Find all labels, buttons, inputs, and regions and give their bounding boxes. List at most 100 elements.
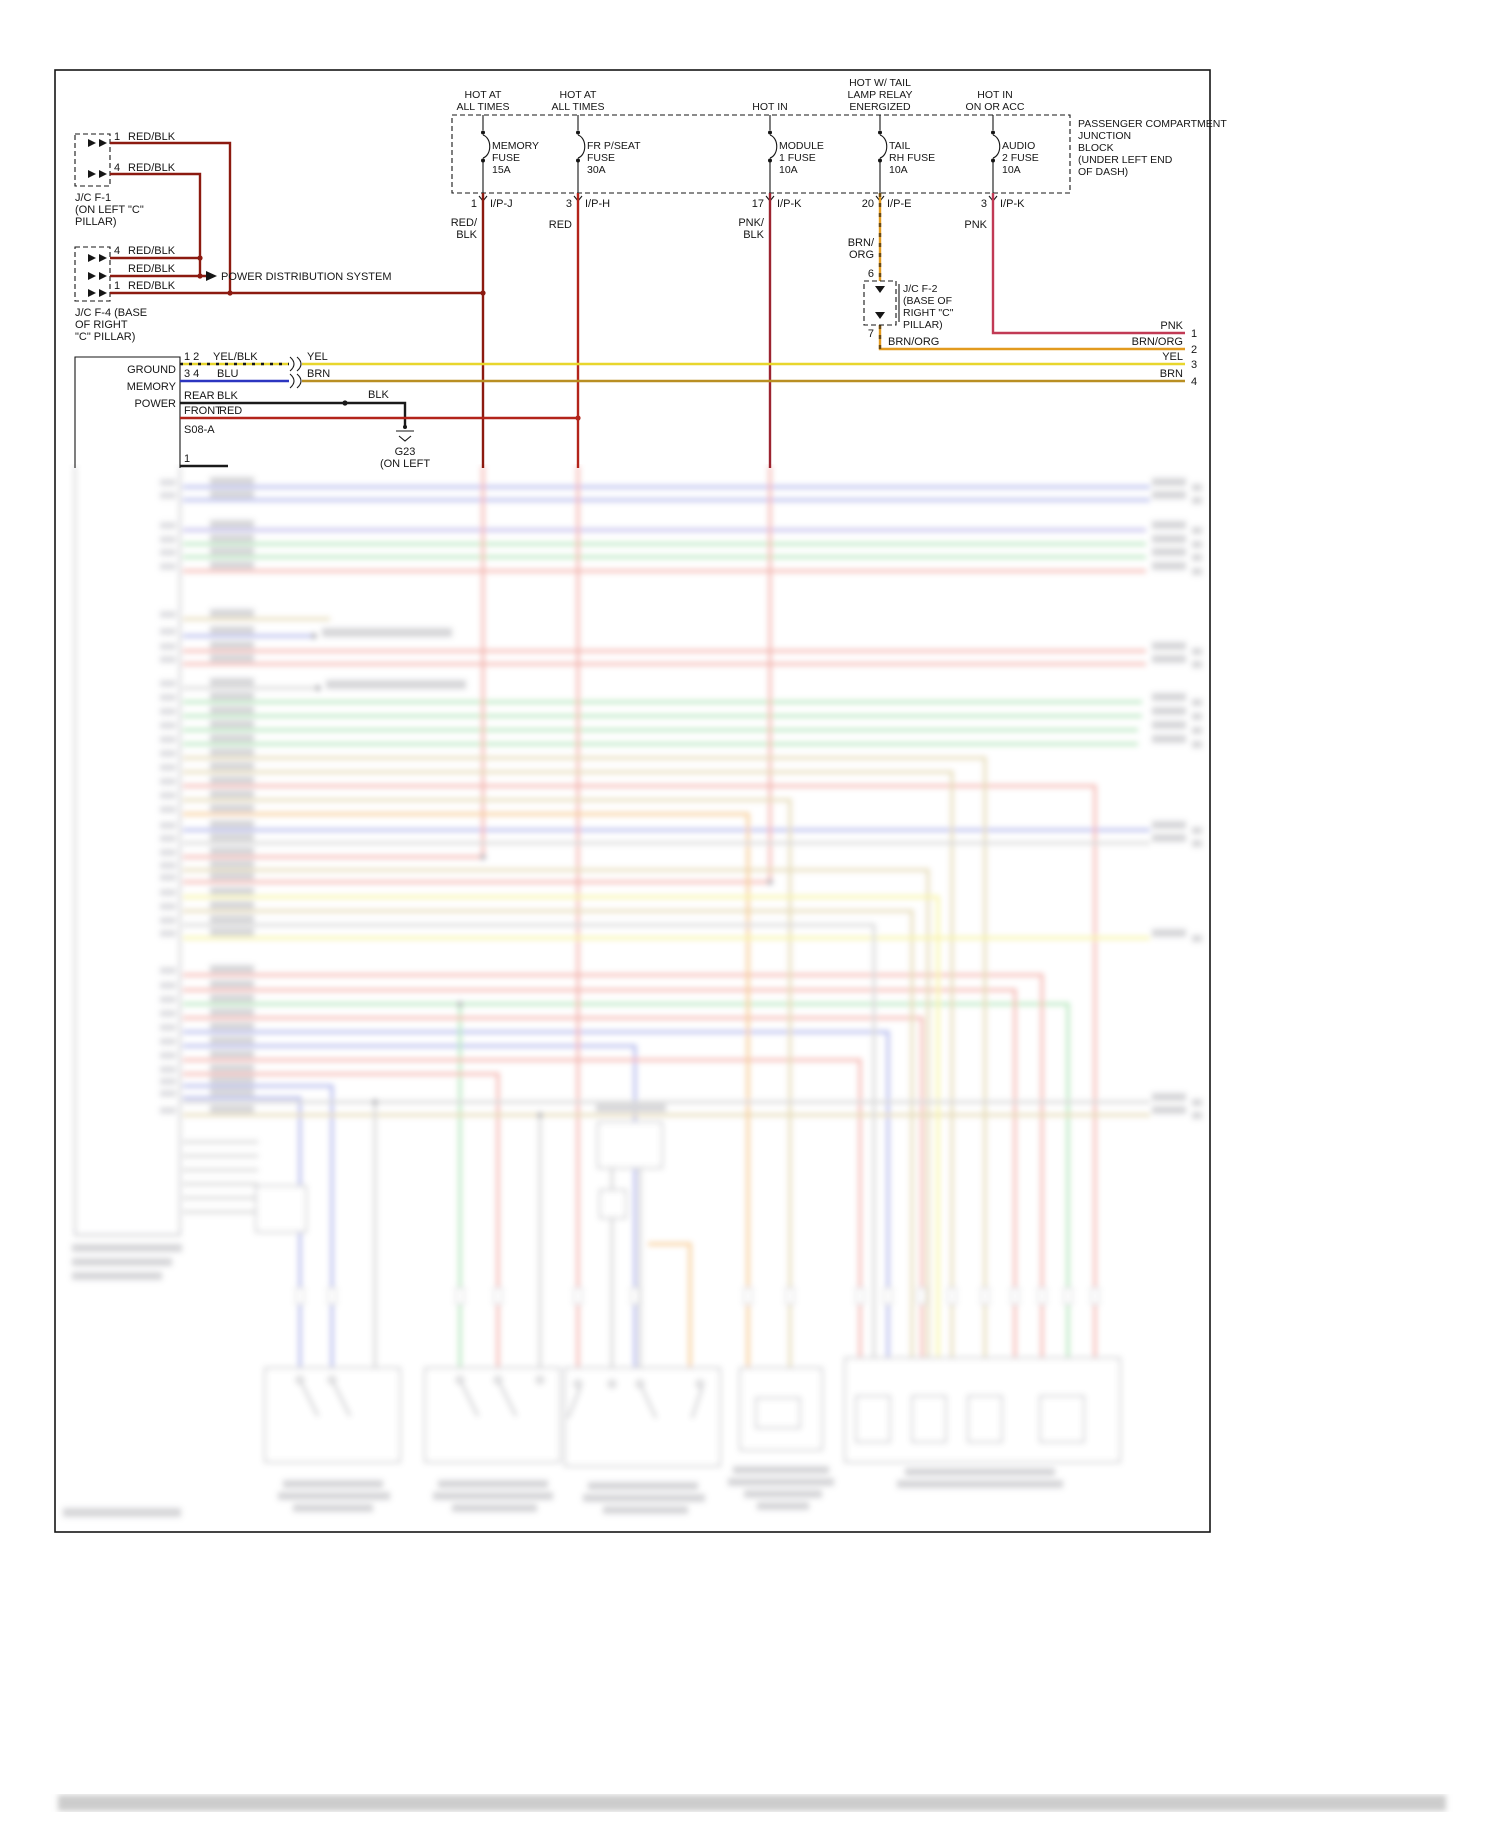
fuse-name: RH FUSE xyxy=(889,152,935,164)
page-footer-smudge xyxy=(58,1795,1446,1811)
rail-memory-fuse: HOT AT ALL TIMES MEMORY FUSE 15A 1 I/P-J… xyxy=(451,89,539,468)
wire-color-label: BLK xyxy=(217,390,238,402)
block-pin-function: POWER xyxy=(134,398,176,410)
wire-color-label: YEL xyxy=(1162,351,1183,363)
jc-f4-label: J/C F-4 (BASE xyxy=(75,307,147,319)
fuse-terminal xyxy=(481,130,485,135)
wire-color-label: RED xyxy=(219,405,242,417)
jc-f2-pin-arrows xyxy=(875,286,885,319)
rail-fr-pseat-fuse: HOT AT ALL TIMES FR P/SEAT FUSE 30A 3 I/… xyxy=(549,89,641,468)
fuse-name: MODULE xyxy=(779,140,824,152)
jc-f1-label: J/C F-1 xyxy=(75,192,111,204)
wire-color-label: PNK/ xyxy=(738,217,765,229)
hot-label: ALL TIMES xyxy=(551,101,604,113)
fuse-name: 1 FUSE xyxy=(779,152,816,164)
connector-name: I/P-E xyxy=(887,198,911,210)
pin-number: 1 xyxy=(184,453,190,465)
module-outline-continuation xyxy=(74,466,181,1236)
jc-f1-label: PILLAR) xyxy=(75,216,117,228)
fuse-icon xyxy=(482,134,491,159)
ground-location: (ON LEFT xyxy=(380,458,430,470)
wire-color-label: RED/BLK xyxy=(128,162,176,174)
blur-junction-dots xyxy=(311,633,773,1118)
fuse-terminal xyxy=(481,158,485,163)
splice-label: S08-A xyxy=(184,424,215,436)
jc-f2-label: (BASE OF xyxy=(903,295,952,307)
fuse-rating: 30A xyxy=(587,164,606,176)
pin-number: 1 xyxy=(471,198,477,210)
fuse-terminal xyxy=(576,158,580,163)
jc-f1-label: (ON LEFT "C" xyxy=(75,204,144,216)
jc-f4-label: OF RIGHT xyxy=(75,319,128,331)
hot-label: LAMP RELAY xyxy=(848,89,913,101)
pin-number: 3 xyxy=(981,198,987,210)
jc-f4-label: "C" PILLAR) xyxy=(75,331,135,343)
fuse-icon xyxy=(992,134,1001,159)
wire-pnk xyxy=(991,193,1185,335)
pin-number: 3 4 xyxy=(184,368,199,380)
wire-color-label: BLK xyxy=(743,229,764,241)
fuse-name: FUSE xyxy=(492,152,520,164)
fuse-terminal xyxy=(991,158,995,163)
wire-color-label: BRN/ORG xyxy=(1132,336,1183,348)
junction-dot xyxy=(227,290,233,296)
hot-label: HOT IN xyxy=(752,101,787,113)
wire-color-label: YEL/BLK xyxy=(213,351,258,363)
fuse-name: AUDIO xyxy=(1002,140,1035,152)
jc-f4-box xyxy=(74,246,111,302)
fuse-name: MEMORY xyxy=(492,140,539,152)
block-pin-function: MEMORY xyxy=(127,381,177,393)
jc-f4-pin-arrows xyxy=(88,254,107,297)
pin-number: 7 xyxy=(868,328,874,340)
connector-name: I/P-K xyxy=(777,198,802,210)
blur-veil xyxy=(58,464,1208,1532)
junction-block-label: PASSENGER COMPARTMENT xyxy=(1078,118,1227,130)
blur-inline-connector-ticks xyxy=(295,1287,1100,1305)
page-border xyxy=(54,69,1211,1533)
fuse-terminal xyxy=(768,158,772,163)
ground-terminal xyxy=(403,425,407,429)
wire-color-label: BLK xyxy=(456,229,477,241)
junction-block-label: (UNDER LEFT END xyxy=(1078,154,1173,166)
fuse-terminal xyxy=(768,130,772,135)
hot-label: ENERGIZED xyxy=(849,101,911,113)
right-edge-connector: PNK 1 BRN/ORG 2 YEL 3 BRN 4 xyxy=(1132,320,1197,388)
fuse-name: TAIL xyxy=(889,140,911,152)
memory-power-block: GROUND MEMORY POWER 1 2 YEL/BLK YEL 3 4 … xyxy=(74,351,1185,470)
jc-f2-label: PILLAR) xyxy=(903,319,943,331)
wire-color-label: BLK xyxy=(368,389,389,401)
block-pin-function: GROUND xyxy=(127,364,176,376)
rail-tail-rh-fuse: HOT W/ TAIL LAMP RELAY ENERGIZED TAIL RH… xyxy=(848,77,1185,351)
fuse-name: FUSE xyxy=(587,152,615,164)
blur-red-wires xyxy=(183,466,1146,1368)
fuse-terminal xyxy=(878,130,882,135)
pin-number: 6 xyxy=(868,268,874,280)
left-junction-connectors: 1 RED/BLK 4 RED/BLK J/C F-1 (ON LEFT "C"… xyxy=(74,131,483,343)
fuse-rating: 15A xyxy=(492,164,511,176)
pin-number: 4 xyxy=(114,245,120,257)
blur-green-wires xyxy=(183,542,1146,1368)
hot-label: HOT IN xyxy=(977,89,1012,101)
hot-label: HOT AT xyxy=(560,89,598,101)
inline-connector-icon xyxy=(289,356,302,389)
blur-orange-wires xyxy=(183,812,750,1368)
fuse-rating: 10A xyxy=(779,164,798,176)
blur-switch-symbols xyxy=(295,1375,705,1419)
hot-label: ON OR ACC xyxy=(966,101,1025,113)
fuse-terminal xyxy=(576,130,580,135)
blur-tan-wires xyxy=(183,617,1150,1368)
jc-f2-label: J/C F-2 xyxy=(903,283,938,295)
hot-label: HOT W/ TAIL xyxy=(849,77,911,89)
pin-number: 1 xyxy=(1191,328,1197,340)
pin-number: 3 xyxy=(1191,359,1197,371)
rail-audio2-fuse: HOT IN ON OR ACC AUDIO 2 FUSE 10A 3 I/P-… xyxy=(964,89,1185,335)
wire-color-label: ORG xyxy=(849,249,874,261)
pin-number: 1 xyxy=(114,280,120,292)
wire-color-label: RED/ xyxy=(451,217,478,229)
blur-right-edge-label-smudges xyxy=(1152,478,1202,1119)
hot-label: ALL TIMES xyxy=(456,101,509,113)
passenger-compartment-junction-block: PASSENGER COMPARTMENT JUNCTION BLOCK (UN… xyxy=(451,114,1227,194)
blur-yellow-wires xyxy=(183,895,1150,1358)
pin-number: 2 xyxy=(1191,344,1197,356)
pin-name: FRONT xyxy=(184,405,222,417)
